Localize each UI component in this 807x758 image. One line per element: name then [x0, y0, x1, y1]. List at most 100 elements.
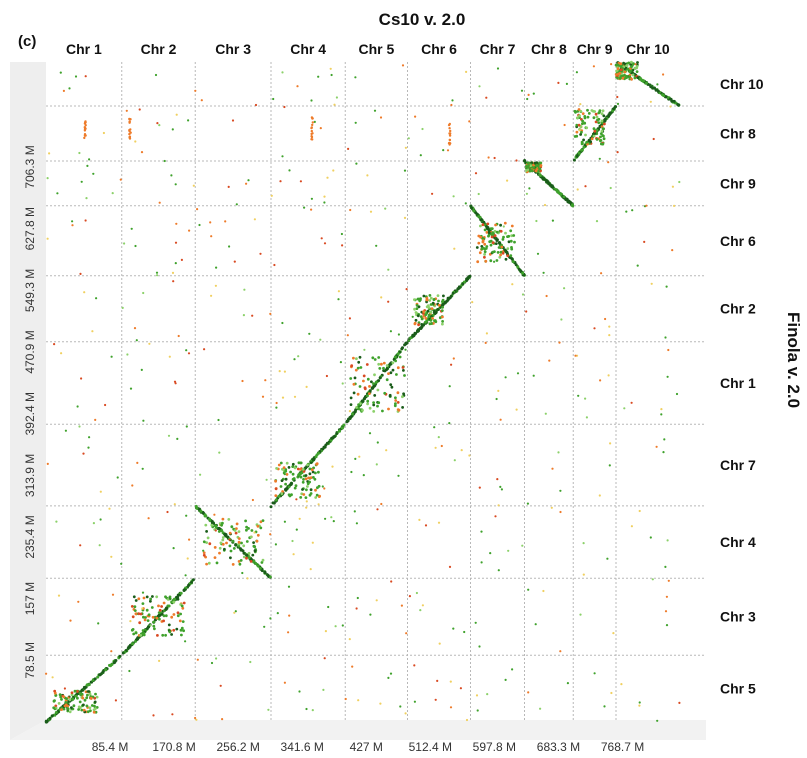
synteny-dot [64, 429, 67, 432]
synteny-dot [509, 254, 513, 258]
synteny-dot [329, 67, 332, 70]
synteny-dot [631, 73, 635, 77]
synteny-dot [274, 494, 278, 497]
synteny-dot [287, 485, 291, 489]
y-chromosome-label: Chr 5 [720, 681, 756, 697]
synteny-dot [380, 296, 383, 299]
synteny-dot [404, 712, 407, 715]
synteny-dot [583, 121, 587, 125]
synteny-dot [110, 555, 113, 558]
synteny-dot [218, 451, 221, 454]
synteny-dot [602, 114, 606, 118]
synteny-dot [283, 520, 286, 523]
synteny-dot [414, 331, 418, 335]
synteny-dot [477, 192, 480, 196]
synteny-dot [129, 128, 132, 131]
synteny-dot [509, 229, 513, 233]
synteny-dot [608, 325, 611, 328]
synteny-dot [305, 707, 308, 711]
synteny-dot [214, 284, 217, 287]
synteny-dot [476, 709, 479, 712]
synteny-dot [324, 517, 327, 520]
synteny-dot [572, 158, 576, 162]
synteny-dot [582, 138, 585, 142]
synteny-dot [635, 65, 639, 68]
synteny-dot [595, 138, 599, 141]
synteny-dot [450, 363, 453, 366]
synteny-dot [98, 673, 102, 677]
synteny-dot [63, 687, 66, 690]
synteny-dot [213, 513, 216, 516]
synteny-dot [130, 227, 133, 230]
synteny-dot [356, 596, 359, 600]
synteny-dot [474, 172, 478, 175]
synteny-dot [180, 633, 183, 637]
synteny-dot [280, 492, 284, 495]
synteny-dot [463, 630, 466, 634]
synteny-dot [275, 467, 278, 470]
synteny-dot [643, 240, 646, 243]
synteny-dot [242, 314, 245, 317]
synteny-dot [649, 100, 652, 103]
synteny-dot [194, 89, 197, 92]
synteny-dot [526, 502, 530, 505]
synteny-dot [181, 606, 185, 610]
synteny-dot [142, 291, 145, 295]
synteny-dot [46, 462, 49, 465]
synteny-dot [351, 412, 354, 416]
synteny-dot [132, 595, 136, 599]
synteny-dot [62, 707, 66, 711]
synteny-dot [599, 135, 602, 139]
synteny-dot [83, 698, 87, 702]
synteny-dot [419, 315, 423, 318]
synteny-dot [583, 116, 587, 120]
synteny-dot [93, 704, 96, 708]
synteny-dot [241, 379, 244, 383]
synteny-dot [395, 373, 398, 376]
synteny-dot [311, 470, 315, 474]
synteny-dot [77, 600, 80, 603]
synteny-dot [138, 621, 142, 625]
synteny-dot [545, 294, 548, 298]
synteny-dot [258, 566, 262, 570]
synteny-dot [250, 529, 254, 532]
synteny-dot [382, 366, 385, 370]
synteny-dot [539, 707, 542, 710]
synteny-dot [98, 544, 101, 547]
synteny-dot [108, 507, 111, 510]
synteny-dot [372, 403, 376, 407]
y-tick-label: 235.4 M [23, 515, 37, 558]
synteny-dot [135, 637, 139, 641]
synteny-dot [176, 597, 180, 601]
synteny-dot [55, 706, 58, 709]
synteny-dot [389, 371, 393, 375]
synteny-dot [52, 706, 56, 710]
synteny-dot [503, 221, 507, 225]
synteny-dot [342, 423, 346, 427]
synteny-dot [598, 109, 602, 112]
synteny-dot [60, 708, 63, 711]
synteny-dot [87, 446, 90, 449]
synteny-dot [251, 553, 255, 557]
synteny-dot [483, 250, 487, 254]
synteny-dot [408, 595, 411, 598]
synteny-dot [582, 542, 585, 545]
synteny-dot [305, 488, 308, 492]
synteny-dot [357, 360, 361, 364]
synteny-dot [291, 539, 294, 543]
synteny-dot [419, 154, 422, 157]
synteny-dot [304, 477, 308, 481]
synteny-dot [586, 108, 589, 112]
synteny-dot [645, 204, 648, 207]
synteny-dot [85, 683, 89, 687]
synteny-dot [434, 320, 438, 324]
synteny-dot [261, 558, 265, 562]
synteny-dot [310, 129, 313, 133]
synteny-dot [234, 610, 237, 613]
synteny-dot [507, 240, 511, 244]
synteny-dot [372, 382, 375, 385]
synteny-dot [494, 242, 498, 246]
synteny-dot [650, 282, 653, 285]
synteny-dot [621, 74, 624, 78]
synteny-dot [73, 689, 77, 693]
